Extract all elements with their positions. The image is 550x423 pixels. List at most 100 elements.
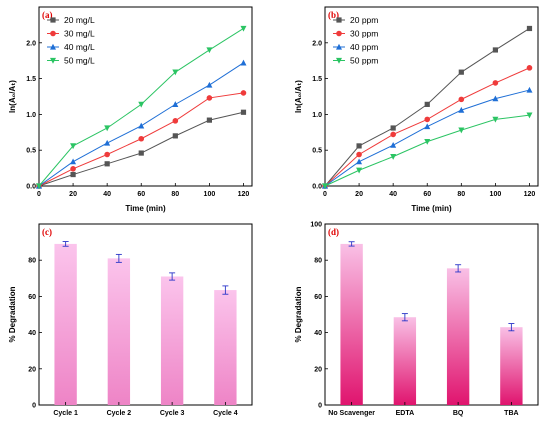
y-tick-label: 2.0 xyxy=(312,40,322,47)
x-tick-label: 120 xyxy=(524,191,536,198)
x-tick-label: 60 xyxy=(137,191,145,198)
data-point xyxy=(356,167,363,174)
y-tick-label: 1.5 xyxy=(312,76,322,83)
data-point xyxy=(240,109,247,115)
data-point xyxy=(70,158,77,165)
legend-label: 30 mg/L xyxy=(64,29,95,39)
data-point xyxy=(492,95,499,102)
data-point xyxy=(36,183,42,190)
series-3: 40 ppm xyxy=(322,42,533,189)
y-tick-label: 20 xyxy=(314,366,322,373)
data-point xyxy=(424,139,431,145)
data-point xyxy=(138,135,145,142)
data-point xyxy=(138,122,145,129)
bar xyxy=(340,243,363,405)
data-point xyxy=(458,96,465,103)
data-point xyxy=(390,154,397,160)
data-point xyxy=(138,101,145,108)
data-point xyxy=(206,95,213,101)
legend-label: 20 ppm xyxy=(350,15,378,25)
data-point xyxy=(424,123,431,130)
data-point xyxy=(526,86,533,93)
x-tick-label: 20 xyxy=(355,191,363,198)
data-point xyxy=(526,25,533,32)
legend-label: 40 ppm xyxy=(350,42,378,52)
data-point xyxy=(240,90,247,96)
bar xyxy=(393,317,417,405)
y-tick-label: 60 xyxy=(314,294,322,301)
series-4: 50 mg/L xyxy=(36,25,247,190)
series-1: 20 ppm xyxy=(322,15,533,189)
bar xyxy=(160,276,184,405)
legend-marker xyxy=(50,57,56,64)
data-point xyxy=(356,158,363,165)
panel-label: (a) xyxy=(42,10,53,20)
data-point xyxy=(458,127,465,134)
data-point xyxy=(70,143,77,150)
y-axis-label: % Degradation xyxy=(294,286,303,342)
x-axis-label: Time (min) xyxy=(411,204,452,213)
x-tick-label: TBA xyxy=(504,410,518,417)
series-4: 50 ppm xyxy=(322,56,533,190)
x-tick-label: 120 xyxy=(238,191,250,198)
bar xyxy=(107,258,131,405)
y-tick-label: 20 xyxy=(28,366,36,373)
legend-label: 30 ppm xyxy=(350,29,378,39)
y-tick-label: 0.0 xyxy=(26,184,36,191)
y-tick-label: 0.0 xyxy=(312,184,322,191)
x-tick-label: Cycle 3 xyxy=(160,410,185,417)
legend-label: 20 mg/L xyxy=(64,15,95,25)
series-2: 30 ppm xyxy=(322,29,533,189)
legend-marker xyxy=(50,43,56,50)
x-tick-label: 0 xyxy=(323,191,327,198)
legend-marker xyxy=(336,30,342,37)
data-point xyxy=(322,183,328,190)
y-axis-label: % Degradation xyxy=(8,286,17,342)
data-point xyxy=(172,118,179,124)
x-tick-label: 0 xyxy=(37,191,41,198)
y-tick-label: 1.0 xyxy=(312,112,322,119)
data-point xyxy=(526,65,533,71)
legend-marker xyxy=(50,30,56,37)
data-point xyxy=(104,125,111,132)
plot-frame xyxy=(324,6,539,187)
y-tick-label: 40 xyxy=(314,330,322,337)
chart-panel-1: 0.0 0.5 1.0 1.5 2.0 ln(A₀/Aₜ) (a) 0 20 40 60 80 100 1… xyxy=(8,6,253,213)
bar xyxy=(500,327,523,405)
data-point xyxy=(172,133,178,139)
y-tick-label: 0 xyxy=(318,403,322,410)
x-tick-label: BQ xyxy=(453,410,464,417)
data-point xyxy=(492,116,499,123)
x-tick-label: Cycle 1 xyxy=(53,410,78,417)
y-tick-label: 1.5 xyxy=(26,76,36,83)
y-tick-label: 2.0 xyxy=(26,40,36,47)
panel-label: (c) xyxy=(42,227,52,237)
data-point xyxy=(104,151,110,158)
x-tick-label: Cycle 2 xyxy=(107,410,132,417)
x-tick-label: EDTA xyxy=(396,410,415,417)
data-point xyxy=(458,106,465,113)
panel-label: (b) xyxy=(328,10,339,20)
x-tick-label: 80 xyxy=(457,191,465,198)
data-point xyxy=(526,112,533,119)
legend-marker xyxy=(336,43,342,50)
bar xyxy=(54,243,77,405)
y-tick-label: 0.5 xyxy=(312,148,322,155)
data-point xyxy=(104,139,111,146)
legend-label: 50 ppm xyxy=(350,56,378,66)
plot-frame xyxy=(324,223,539,406)
x-tick-label: 20 xyxy=(69,191,77,198)
data-point xyxy=(172,69,179,76)
x-axis-label: Time (min) xyxy=(125,204,166,213)
data-point xyxy=(458,69,464,75)
y-tick-label: 60 xyxy=(28,294,36,301)
chart-panel-4: 0 20 40 60 80 100 % Degradation (d) No Scavenger… xyxy=(294,222,539,417)
data-point xyxy=(70,171,76,178)
chart-panel-2: 0.0 0.5 1.0 1.5 2.0 ln(A₀/Aₜ) (b) 0 20 40 60 80 100 1… xyxy=(294,6,539,213)
data-point xyxy=(240,25,247,32)
data-point xyxy=(172,101,179,107)
x-tick-label: 100 xyxy=(204,191,216,198)
data-point xyxy=(356,151,362,158)
data-point xyxy=(390,141,397,148)
data-point xyxy=(424,116,431,123)
